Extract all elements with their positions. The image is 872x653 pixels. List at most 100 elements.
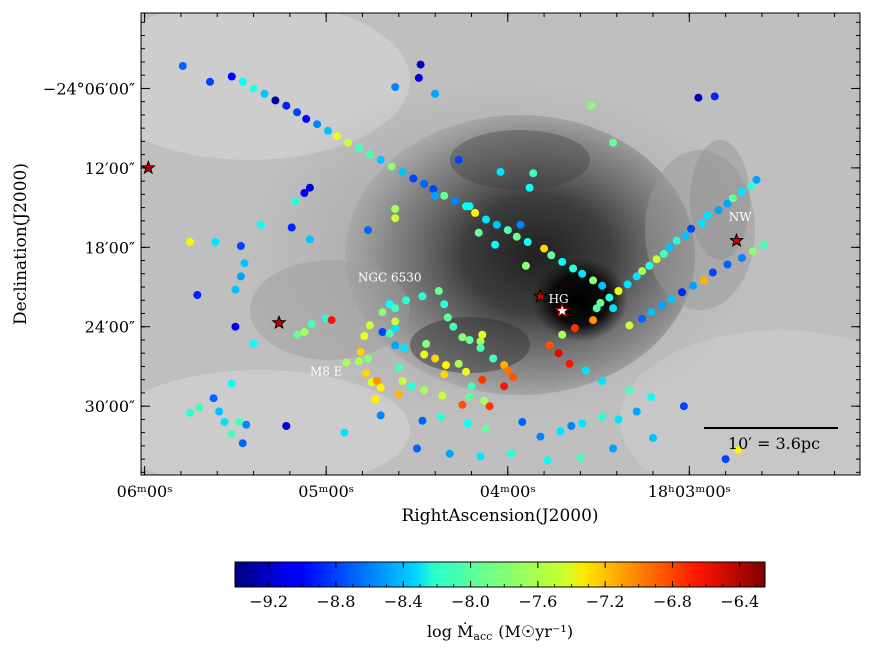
data-point: [445, 449, 454, 458]
data-point: [391, 214, 400, 223]
data-point: [394, 363, 403, 372]
data-point: [209, 394, 218, 403]
data-point: [614, 415, 623, 424]
data-point: [227, 379, 236, 388]
data-point: [523, 238, 532, 246]
data-point: [605, 293, 614, 302]
data-point: [679, 402, 688, 411]
data-point: [567, 422, 576, 430]
data-point: [569, 264, 578, 273]
data-point: [305, 235, 314, 244]
data-point: [300, 189, 309, 197]
y-tick-label: 18′00″: [85, 238, 135, 257]
data-point: [354, 357, 363, 366]
data-point: [454, 359, 463, 368]
data-point: [667, 294, 676, 303]
data-point: [242, 420, 251, 429]
data-point: [638, 267, 647, 276]
data-point: [543, 456, 552, 465]
data-point: [195, 403, 204, 412]
points-layer: [178, 60, 768, 465]
data-point: [536, 432, 545, 441]
data-point: [376, 383, 385, 392]
data-point: [489, 354, 498, 363]
y-tick-label: 24′00″: [85, 318, 135, 337]
data-point: [458, 400, 467, 409]
data-point: [360, 332, 369, 340]
data-point: [698, 219, 706, 228]
data-point: [293, 330, 302, 339]
data-point: [420, 350, 429, 359]
colorbar-tick-label: −8.8: [317, 592, 356, 611]
data-point: [518, 418, 527, 426]
tick-labels-layer: 06ᵐ00ˢ 05ᵐ00ˢ 04ᵐ00ˢ 18ʰ03ᵐ00ˢ −24°06′00″ 12′…: [43, 79, 731, 501]
data-point: [391, 324, 400, 333]
data-point: [710, 92, 719, 101]
annotation-label: NW: [729, 210, 753, 224]
data-point: [302, 114, 311, 123]
data-point: [759, 240, 768, 249]
data-point: [465, 202, 474, 211]
data-point: [215, 407, 224, 416]
data-point: [440, 300, 449, 309]
data-point: [378, 328, 387, 336]
data-point: [307, 320, 316, 329]
data-point: [305, 183, 314, 192]
data-point: [482, 215, 490, 224]
colorbar-tick-label: −6.4: [720, 592, 759, 611]
data-point: [471, 208, 480, 217]
data-point: [558, 257, 567, 266]
data-point: [478, 330, 487, 339]
data-point: [398, 167, 407, 176]
data-point: [507, 449, 516, 458]
data-point: [659, 249, 668, 258]
data-point: [687, 224, 696, 233]
data-point: [480, 396, 489, 405]
data-point: [625, 321, 634, 330]
colorbar-tick-label: −8.0: [451, 592, 490, 611]
data-point: [714, 206, 723, 215]
data-point: [378, 308, 387, 317]
data-point: [394, 390, 403, 399]
data-point: [409, 174, 418, 183]
data-point: [385, 300, 394, 309]
data-point: [211, 238, 220, 246]
data-point: [385, 329, 394, 338]
data-point: [287, 223, 296, 232]
data-point: [503, 226, 512, 235]
data-point: [238, 77, 247, 86]
data-point: [293, 108, 302, 117]
data-point: [420, 386, 429, 395]
x-tick-label: 06ᵐ00ˢ: [117, 482, 173, 501]
data-point: [431, 191, 440, 200]
data-point: [249, 84, 258, 93]
data-point: [474, 228, 483, 237]
y-tick-label: −24°06′00″: [43, 79, 135, 98]
data-point: [454, 155, 463, 164]
data-point: [723, 260, 732, 269]
star-marker: [271, 314, 287, 330]
data-point: [282, 101, 291, 110]
data-point: [512, 232, 521, 241]
data-point: [467, 382, 476, 391]
data-point: [235, 418, 243, 426]
data-point: [420, 179, 429, 188]
data-point: [376, 411, 385, 420]
data-point: [387, 162, 396, 171]
data-point: [589, 276, 598, 285]
data-point: [649, 433, 657, 442]
data-point: [694, 93, 703, 102]
data-point: [476, 343, 485, 352]
data-point: [596, 298, 605, 307]
data-point: [327, 316, 336, 325]
data-point: [476, 452, 485, 461]
data-point: [496, 167, 505, 176]
data-point: [465, 336, 474, 344]
data-point: [721, 455, 730, 464]
data-point: [462, 367, 470, 376]
y-axis-label: Declination(J2000): [11, 163, 31, 325]
data-point: [324, 126, 332, 135]
data-point: [665, 243, 674, 252]
data-point: [416, 60, 425, 69]
colorbar-tick-label: −7.6: [518, 592, 557, 611]
